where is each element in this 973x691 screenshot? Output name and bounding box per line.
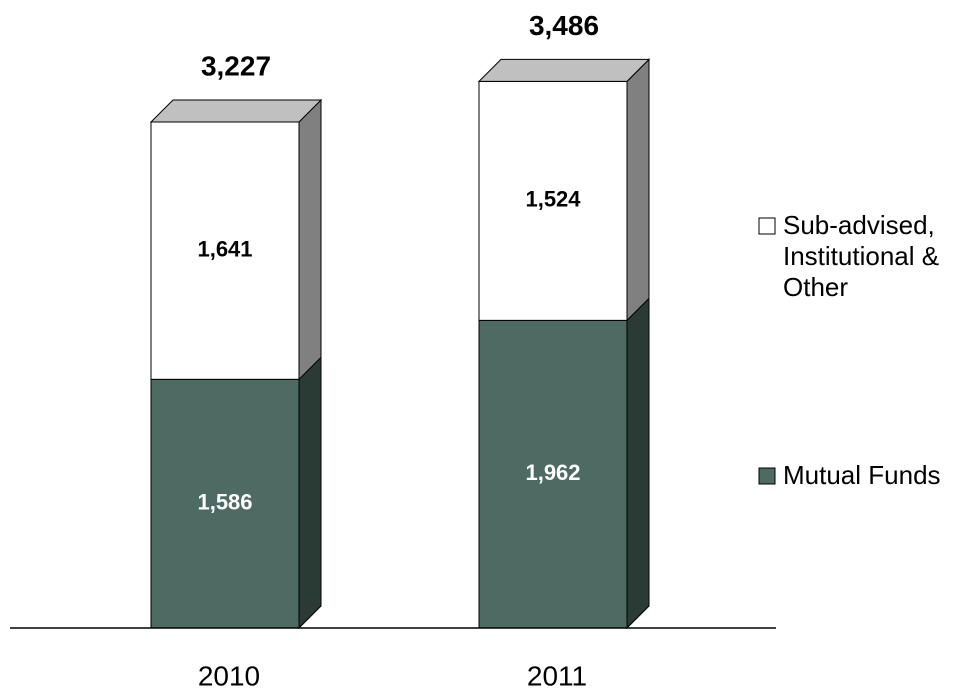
bar [150, 378, 300, 629]
bar-side [626, 297, 650, 630]
legend-label: Sub-advised, Institutional & Other [783, 210, 940, 302]
legend-swatch [758, 217, 776, 235]
legend-label: Mutual Funds [783, 460, 941, 490]
data-label: 1,524 [525, 187, 581, 212]
bar-side [626, 58, 650, 322]
data-label: 1,586 [197, 489, 252, 514]
x-tick-label: 2010 [198, 660, 260, 691]
data-label: 1,641 [197, 236, 252, 261]
data-label: 1,962 [525, 460, 580, 485]
bar-top [477, 58, 651, 82]
bar [478, 80, 628, 321]
bar [150, 121, 300, 380]
total-label: 3,227 [201, 50, 271, 81]
x-tick-label: 2011 [527, 660, 587, 691]
bar-side [298, 356, 322, 630]
bar-top [149, 99, 323, 123]
bar-side [298, 98, 322, 381]
legend-swatch [758, 467, 776, 485]
total-label: 3,486 [529, 10, 599, 41]
